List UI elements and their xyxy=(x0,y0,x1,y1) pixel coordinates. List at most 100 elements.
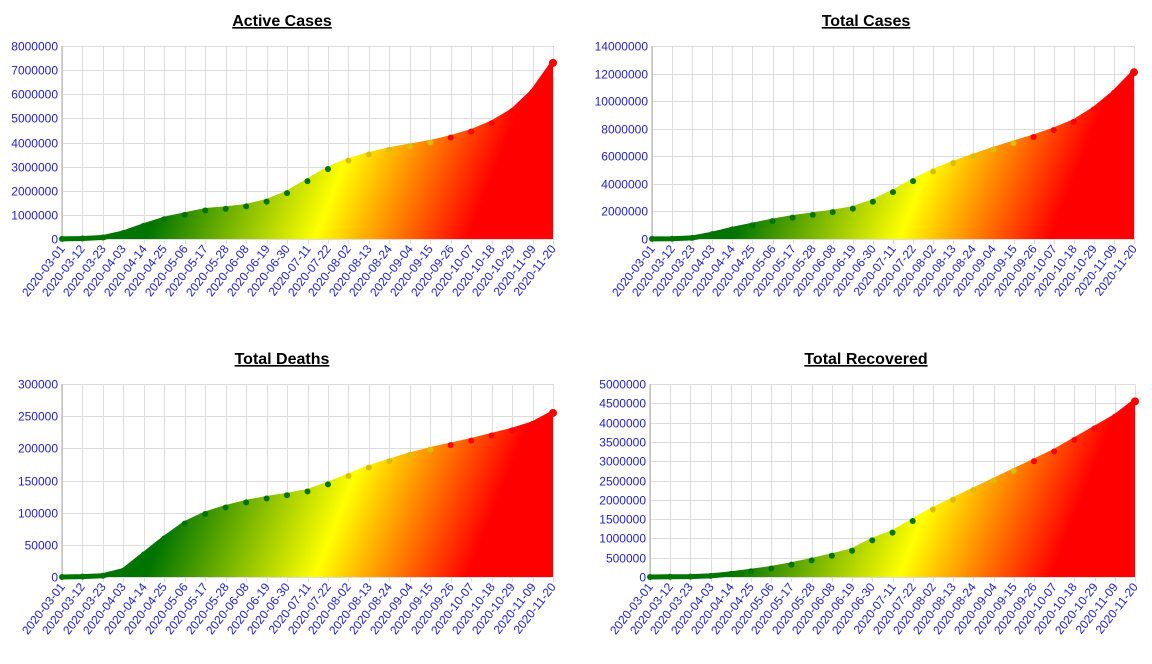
active-cases-data-point[interactable] xyxy=(99,234,106,241)
total-recovered-data-point[interactable] xyxy=(647,574,653,580)
total-cases-data-point[interactable] xyxy=(1050,127,1057,134)
total-recovered-data-point[interactable] xyxy=(687,573,694,580)
total-cases-data-point[interactable] xyxy=(709,231,716,238)
total-deaths-data-point[interactable] xyxy=(324,481,331,488)
total-deaths-data-point[interactable] xyxy=(427,446,434,453)
total-recovered-data-point[interactable] xyxy=(990,477,997,484)
total-deaths-data-point[interactable] xyxy=(509,427,516,434)
total-recovered-data-point[interactable] xyxy=(727,570,734,577)
total-recovered-data-point[interactable] xyxy=(1131,397,1139,406)
active-cases-data-point[interactable] xyxy=(345,157,352,164)
active-cases-data-point[interactable] xyxy=(284,190,291,197)
total-recovered-data-point[interactable] xyxy=(808,557,815,564)
active-cases-data-point[interactable] xyxy=(549,58,557,67)
total-recovered-data-point[interactable] xyxy=(950,496,957,503)
total-deaths-data-point[interactable] xyxy=(447,442,454,449)
total-deaths-data-point[interactable] xyxy=(181,520,188,527)
active-cases-data-point[interactable] xyxy=(181,211,188,218)
total-deaths-data-point[interactable] xyxy=(468,437,475,444)
total-deaths-data-point[interactable] xyxy=(529,420,536,427)
active-cases-data-point[interactable] xyxy=(386,146,393,153)
total-recovered-data-point[interactable] xyxy=(768,565,775,572)
total-cases-data-point[interactable] xyxy=(1090,106,1097,113)
total-deaths-data-point[interactable] xyxy=(79,573,86,580)
total-recovered-data-point[interactable] xyxy=(929,506,936,513)
total-deaths-data-point[interactable] xyxy=(304,488,311,495)
total-cases-data-point[interactable] xyxy=(649,235,655,242)
active-cases-data-point[interactable] xyxy=(202,207,209,214)
total-deaths-data-point[interactable] xyxy=(549,408,557,417)
total-cases-data-point[interactable] xyxy=(769,218,776,225)
total-recovered-data-point[interactable] xyxy=(748,568,755,575)
active-cases-data-point[interactable] xyxy=(263,198,270,205)
total-cases-data-point[interactable] xyxy=(1070,118,1077,125)
total-cases-data-point[interactable] xyxy=(1110,89,1117,96)
active-cases-data-point[interactable] xyxy=(447,134,454,141)
total-cases-data-point[interactable] xyxy=(689,234,696,241)
total-recovered-data-point[interactable] xyxy=(1010,467,1017,474)
active-cases-data-point[interactable] xyxy=(120,229,127,236)
active-cases-data-point[interactable] xyxy=(488,120,495,127)
total-recovered-data-point[interactable] xyxy=(849,547,856,554)
active-cases-data-point[interactable] xyxy=(406,143,413,150)
total-cases-data-point[interactable] xyxy=(869,198,876,205)
total-deaths-data-point[interactable] xyxy=(99,572,106,579)
total-deaths-data-point[interactable] xyxy=(161,535,168,542)
total-deaths-data-point[interactable] xyxy=(120,567,127,574)
total-recovered-data-point[interactable] xyxy=(788,561,795,568)
total-cases-data-point[interactable] xyxy=(1030,133,1037,140)
total-cases-data-point[interactable] xyxy=(1010,140,1017,147)
total-recovered-data-point[interactable] xyxy=(869,537,876,544)
active-cases-data-point[interactable] xyxy=(365,151,372,158)
total-cases-data-point[interactable] xyxy=(809,211,816,218)
total-cases-data-point[interactable] xyxy=(950,160,957,167)
total-recovered-data-point[interactable] xyxy=(1030,458,1037,465)
total-recovered-data-point[interactable] xyxy=(707,572,714,579)
total-cases-data-point[interactable] xyxy=(990,146,997,153)
total-cases-data-point[interactable] xyxy=(789,214,796,221)
total-cases-data-point[interactable] xyxy=(849,205,856,212)
active-cases-data-point[interactable] xyxy=(529,88,536,95)
total-deaths-data-point[interactable] xyxy=(202,510,209,517)
total-cases-data-point[interactable] xyxy=(829,209,836,216)
active-cases-data-point[interactable] xyxy=(468,128,475,135)
active-cases-data-point[interactable] xyxy=(59,235,65,242)
total-deaths-data-point[interactable] xyxy=(59,574,65,580)
total-recovered-data-point[interactable] xyxy=(889,529,896,536)
total-recovered-data-point[interactable] xyxy=(1051,448,1058,455)
total-deaths-data-point[interactable] xyxy=(365,464,372,471)
active-cases-data-point[interactable] xyxy=(222,205,229,212)
total-cases-data-point[interactable] xyxy=(749,222,756,229)
active-cases-data-point[interactable] xyxy=(427,139,434,146)
total-deaths-data-point[interactable] xyxy=(140,551,147,558)
total-recovered-data-point[interactable] xyxy=(828,552,835,559)
total-recovered-data-point[interactable] xyxy=(667,573,674,580)
total-recovered-data-point[interactable] xyxy=(1091,425,1098,432)
total-deaths-data-point[interactable] xyxy=(284,492,291,499)
active-cases-data-point[interactable] xyxy=(79,235,86,242)
active-cases-data-point[interactable] xyxy=(161,216,168,223)
active-cases-data-point[interactable] xyxy=(509,108,516,115)
total-cases-data-point[interactable] xyxy=(1130,68,1138,77)
total-recovered-data-point[interactable] xyxy=(1071,436,1078,443)
total-deaths-data-point[interactable] xyxy=(345,473,352,479)
active-cases-data-point[interactable] xyxy=(243,203,250,210)
active-cases-data-point[interactable] xyxy=(324,166,331,173)
total-cases-data-point[interactable] xyxy=(729,226,736,233)
total-deaths-data-point[interactable] xyxy=(406,451,413,458)
total-cases-data-point[interactable] xyxy=(930,168,937,175)
total-recovered-data-point[interactable] xyxy=(1111,413,1118,420)
total-deaths-data-point[interactable] xyxy=(263,495,270,502)
total-deaths-data-point[interactable] xyxy=(386,458,393,465)
total-cases-data-point[interactable] xyxy=(970,153,977,160)
active-cases-data-point[interactable] xyxy=(304,178,311,185)
active-cases-data-point[interactable] xyxy=(140,222,147,229)
total-deaths-data-point[interactable] xyxy=(243,499,250,506)
total-cases-data-point[interactable] xyxy=(910,178,917,185)
total-deaths-data-point[interactable] xyxy=(488,432,495,439)
total-cases-data-point[interactable] xyxy=(669,235,676,242)
total-recovered-data-point[interactable] xyxy=(970,487,977,494)
total-cases-data-point[interactable] xyxy=(890,189,896,196)
total-recovered-data-point[interactable] xyxy=(909,518,916,525)
total-deaths-data-point[interactable] xyxy=(222,504,229,511)
